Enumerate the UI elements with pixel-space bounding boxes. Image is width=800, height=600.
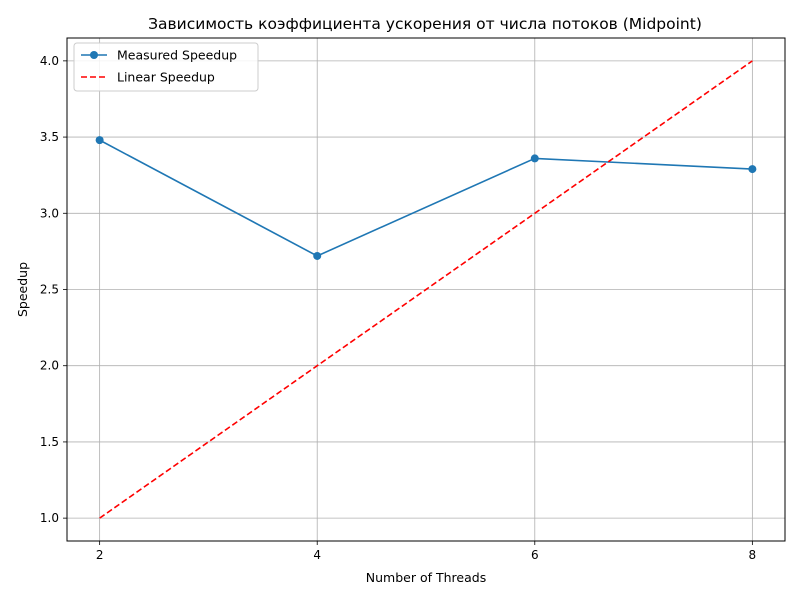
x-axis-ticks: 2 4 6 8 [96,541,756,562]
y-tick-label: 3.5 [40,130,59,144]
y-axis-ticks: 1.0 1.5 2.0 2.5 3.0 3.5 4.0 [40,54,67,525]
y-tick-label: 2.5 [40,283,59,297]
chart-title: Зависимость коэффициента ускорения от чи… [148,15,702,33]
x-tick-label: 8 [749,548,757,562]
legend-box [73,42,259,92]
y-tick-label: 2.0 [40,359,59,373]
data-point [530,154,539,163]
legend-label-1: Linear Speedup [117,70,215,85]
data-point [748,165,757,174]
y-axis-label: Speedup [15,262,30,317]
series-layer [95,60,757,519]
y-tick-label: 1.0 [40,511,59,525]
series-line-0 [99,139,753,257]
x-tick-label: 2 [96,548,104,562]
data-point [95,136,104,145]
x-tick-label: 6 [531,548,539,562]
legend-marker-0 [90,51,98,59]
y-tick-label: 1.5 [40,435,59,449]
legend: Measured Speedup Linear Speedup [73,42,259,92]
x-tick-label: 4 [313,548,321,562]
y-tick-label: 3.0 [40,206,59,220]
legend-label-0: Measured Speedup [117,48,237,63]
series-line-1 [99,60,753,519]
y-tick-label: 4.0 [40,54,59,68]
data-point [313,251,322,260]
x-axis-label: Number of Threads [366,570,486,585]
